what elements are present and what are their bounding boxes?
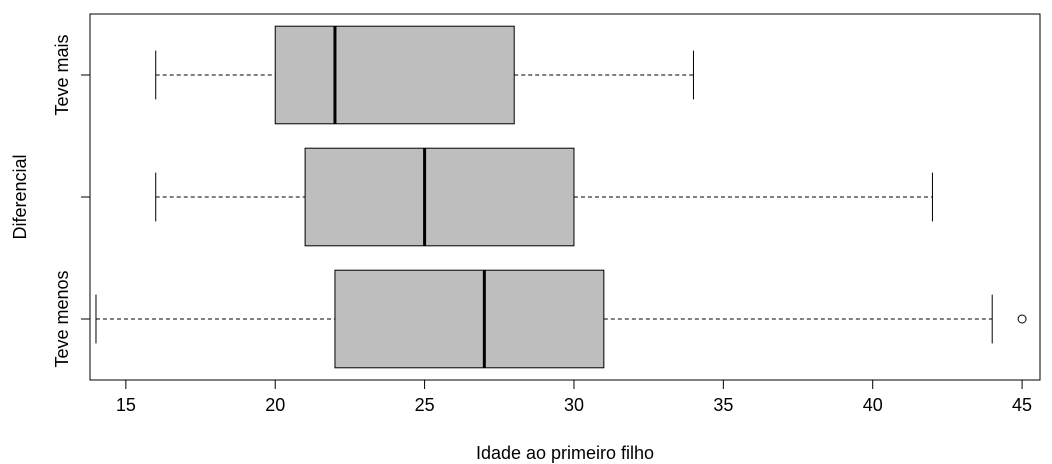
y-tick-label: Teve mais [52,34,72,115]
box-group-2 [155,147,933,247]
box-iqr [304,147,575,247]
x-tick-label: 40 [863,395,883,415]
x-tick-label: 35 [713,395,733,415]
y-axis: Teve menos Teve mais [52,34,91,368]
box-group-3 [155,25,694,125]
outlier-point [1017,314,1027,324]
y-tick-label: Teve menos [52,270,72,367]
x-axis-title: Idade ao primeiro filho [476,443,654,463]
x-axis: 15 20 25 30 35 40 45 [116,379,1032,415]
x-tick-label: 30 [564,395,584,415]
box-iqr [334,269,605,369]
x-tick-label: 15 [116,395,136,415]
box-group-1 [95,269,1027,369]
box-iqr [274,25,515,125]
boxes-layer [95,25,1027,369]
y-axis-title: Diferencial [10,154,30,239]
x-tick-label: 25 [415,395,435,415]
x-tick-label: 45 [1012,395,1032,415]
x-tick-label: 20 [265,395,285,415]
